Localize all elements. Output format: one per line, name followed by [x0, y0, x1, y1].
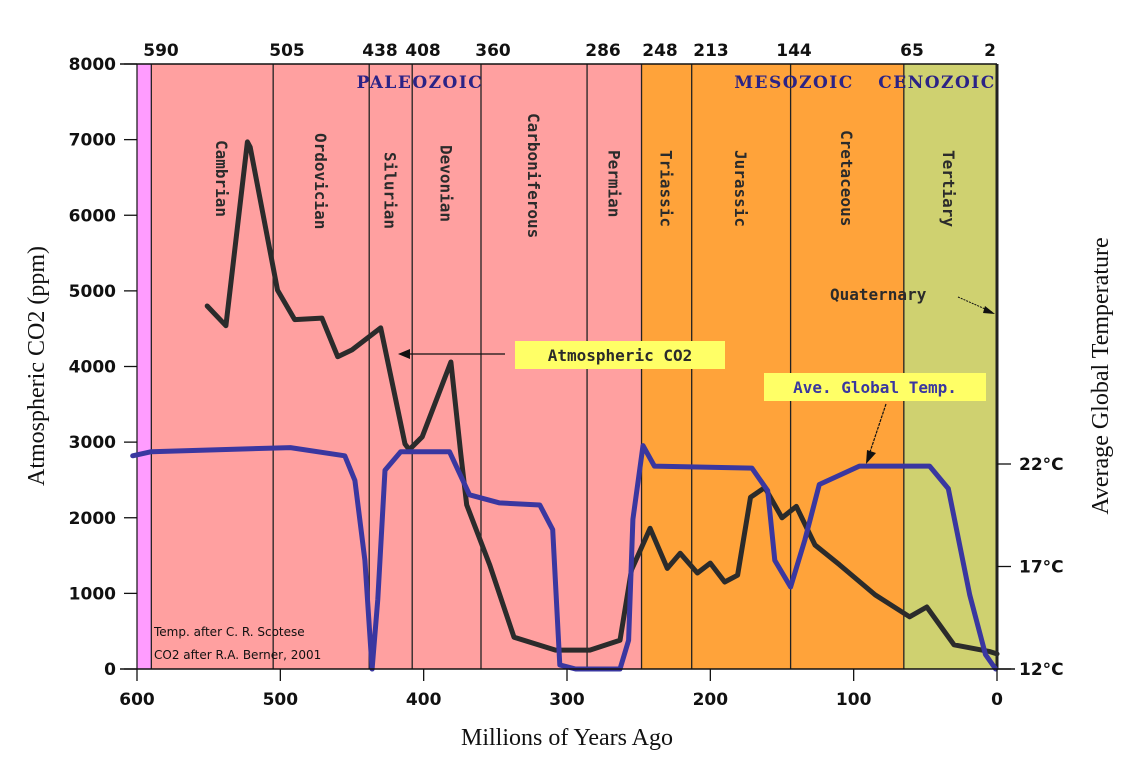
y-axis-title: Atmospheric CO2 (ppm) — [24, 246, 50, 486]
annotations: Temp. after C. R. Scotese CO2 after R.A.… — [153, 341, 986, 662]
y-tick-label: 2000 — [69, 509, 116, 529]
y2-tick-label: 12°C — [1019, 660, 1064, 680]
period-label-cambrian: Cambrian — [212, 140, 231, 217]
y2-tick-label: 22°C — [1019, 455, 1064, 475]
period-label-jurassic: Jurassic — [731, 150, 750, 227]
boundary-label: 144 — [776, 41, 812, 61]
boundary-label: 590 — [143, 41, 179, 61]
co2-line — [204, 139, 1000, 657]
y-tick-label: 7000 — [69, 131, 116, 151]
boundary-label: 286 — [585, 41, 621, 61]
temp-callout-box — [764, 373, 986, 401]
period-label-carboniferous: Carboniferous — [524, 113, 543, 238]
y-tick-label: 4000 — [69, 358, 116, 378]
boundary-label: 2 — [984, 41, 996, 61]
era-label-paleozoic: PALEOZOIC — [357, 73, 484, 93]
x-tick-label: 600 — [119, 690, 155, 710]
y-tick-label: 0 — [104, 660, 116, 680]
y-tick-label: 6000 — [69, 206, 116, 226]
x-axis-title: Millions of Years Ago — [461, 725, 673, 751]
y-tick-label: 8000 — [69, 55, 116, 75]
temp-callout-arrowhead — [866, 450, 876, 464]
quaternary-arrowhead — [983, 306, 995, 314]
boundary-label: 408 — [405, 41, 441, 61]
y2-axis-title: Average Global Temperature — [1088, 237, 1114, 514]
co2-callout-box — [515, 341, 725, 369]
temp-callout-label: Ave. Global Temp. — [793, 378, 957, 397]
y-tick-label: 5000 — [69, 282, 116, 302]
boundary-label: 213 — [693, 41, 729, 61]
x-tick-label: 400 — [406, 690, 442, 710]
period-label-permian: Permian — [604, 150, 623, 217]
period-label-ordovician: Ordovician — [311, 133, 330, 229]
co2-callout-arrowhead — [398, 349, 410, 359]
boundary-label: 505 — [269, 41, 305, 61]
co2-callout-label: Atmospheric CO2 — [548, 346, 693, 365]
x-tick-label: 300 — [549, 690, 585, 710]
y-tick-label: 3000 — [69, 433, 116, 453]
x-tick-label: 100 — [836, 690, 872, 710]
period-label-cretaceous: Cretaceous — [837, 130, 856, 226]
axes: 600 500 400 300 200 100 0010002000300040005000… — [69, 41, 1064, 710]
era-label-cenozoic: CENOZOIC — [878, 73, 996, 93]
y2-tick-label: 17°C — [1019, 558, 1064, 578]
band-pre-cambrian — [137, 64, 152, 669]
boundary-label: 248 — [642, 41, 678, 61]
period-label-triassic: Triassic — [657, 150, 676, 227]
band-cenozoic — [903, 64, 997, 669]
era-labels: PALEOZOIC MESOZOIC CENOZOIC — [357, 73, 996, 93]
period-label-tertiary: Tertiary — [939, 150, 958, 227]
period-boundary-lines — [136, 64, 999, 669]
x-tick-label: 500 — [263, 690, 299, 710]
credit-temp: Temp. after C. R. Scotese — [153, 625, 305, 639]
era-label-mesozoic: MESOZOIC — [734, 73, 854, 93]
boundary-label: 360 — [475, 41, 511, 61]
period-label-quaternary: Quaternary — [830, 285, 927, 304]
temp-callout-arrow — [869, 403, 887, 453]
period-labels: Cambrian Ordovician Silurian Devonian Carbon… — [212, 113, 995, 314]
boundary-label: 438 — [362, 41, 398, 61]
credit-co2: CO2 after R.A. Berner, 2001 — [154, 648, 321, 662]
x-tick-label: 0 — [991, 690, 1003, 710]
x-tick-label: 200 — [693, 690, 729, 710]
y-tick-label: 1000 — [69, 584, 116, 604]
period-label-devonian: Devonian — [437, 145, 456, 222]
period-label-silurian: Silurian — [381, 152, 400, 229]
boundary-label: 65 — [900, 41, 924, 61]
